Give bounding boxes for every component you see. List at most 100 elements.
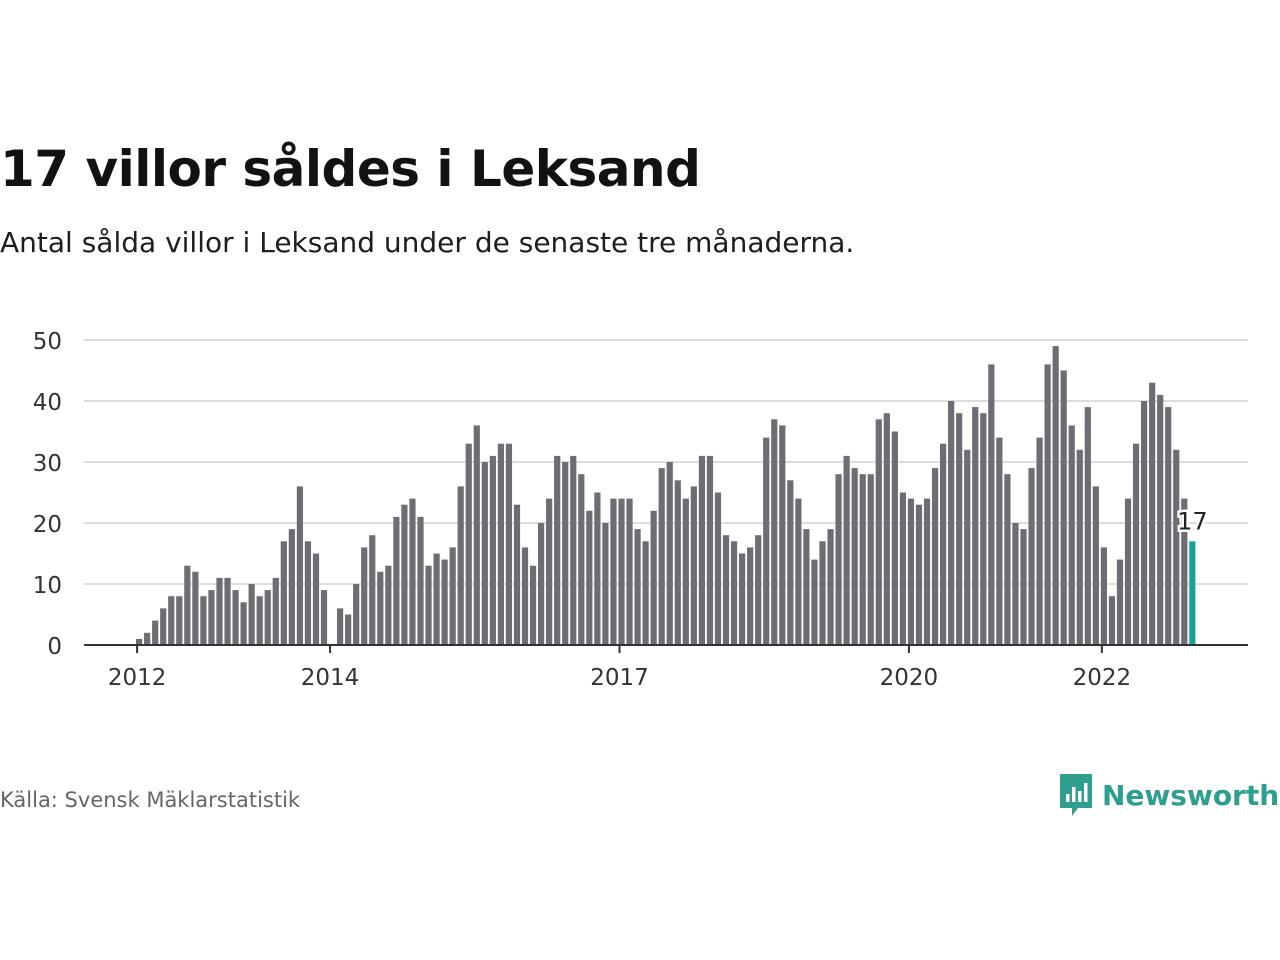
brand-logo[interactable]: Newsworthy — [1058, 772, 1280, 818]
bar — [1157, 394, 1164, 645]
bar — [980, 413, 987, 645]
bar — [505, 443, 513, 645]
bar — [931, 468, 939, 645]
bar — [361, 547, 368, 645]
bar — [755, 535, 762, 645]
bar — [859, 474, 866, 645]
bar — [594, 492, 601, 645]
labels: 0 10 20 30 40 50 2012 2014 2017 2020 2022 17 — [33, 329, 1210, 691]
bar — [176, 596, 183, 645]
y-tick-label: 0 — [47, 634, 62, 660]
bar — [1028, 468, 1035, 645]
bar — [377, 571, 384, 645]
bar — [1165, 407, 1172, 645]
bar — [465, 443, 472, 645]
bar — [529, 565, 537, 645]
bar — [160, 608, 167, 645]
bar — [988, 364, 995, 645]
bar — [409, 498, 416, 645]
bar — [706, 455, 714, 645]
x-tick-label: 2014 — [301, 665, 360, 691]
bar — [1044, 364, 1051, 645]
bar — [449, 547, 456, 645]
bar — [1060, 370, 1067, 645]
bar — [843, 455, 850, 645]
bar — [232, 590, 239, 645]
bar — [658, 468, 665, 645]
bar — [1149, 382, 1156, 645]
bar — [184, 565, 191, 645]
bar — [795, 498, 802, 645]
bar — [192, 571, 199, 645]
bar — [650, 510, 657, 645]
bar — [1052, 346, 1059, 645]
bar — [385, 565, 392, 645]
bar — [304, 541, 312, 645]
y-tick-label: 40 — [33, 390, 62, 416]
y-tick-label: 20 — [33, 512, 62, 538]
bar — [714, 492, 722, 645]
bar — [690, 486, 697, 645]
highlighted-bar — [1189, 541, 1196, 645]
bar — [1020, 529, 1027, 645]
bar — [747, 547, 754, 645]
bar — [586, 510, 593, 645]
bar — [513, 504, 521, 645]
bar — [698, 455, 705, 645]
bar — [1132, 443, 1140, 645]
bar — [1084, 407, 1091, 645]
newsworthy-chart-bubble-icon — [1060, 774, 1092, 816]
bar — [168, 596, 175, 645]
bar — [763, 437, 770, 645]
bar — [811, 559, 818, 645]
bar — [200, 596, 207, 645]
bar — [787, 480, 794, 645]
bar — [875, 419, 882, 645]
bar — [1092, 486, 1099, 645]
bar — [521, 547, 529, 645]
bar — [682, 498, 689, 645]
bar — [473, 425, 480, 645]
bar — [264, 590, 271, 645]
bar — [345, 614, 352, 645]
y-tick-label: 10 — [33, 573, 62, 599]
bar — [248, 584, 255, 645]
bar — [972, 407, 979, 645]
bar — [312, 553, 320, 645]
bar — [216, 577, 223, 645]
bar — [907, 498, 915, 645]
brand-name: Newsworthy — [1102, 778, 1280, 812]
y-tick-label: 30 — [33, 451, 62, 477]
bar — [1004, 474, 1011, 645]
bar — [562, 462, 569, 645]
bar — [827, 529, 834, 645]
x-tick-label: 2020 — [880, 665, 939, 691]
bar — [272, 577, 279, 645]
bar — [353, 584, 360, 645]
bar — [208, 590, 215, 645]
bar — [401, 504, 408, 645]
bar — [1076, 449, 1083, 645]
bar — [803, 529, 810, 645]
bar — [554, 455, 561, 645]
bar — [1100, 547, 1107, 645]
bar — [144, 632, 151, 645]
bar — [497, 443, 504, 645]
bar — [489, 455, 496, 645]
bar — [739, 553, 746, 645]
bar — [1173, 449, 1180, 645]
bar — [642, 541, 649, 645]
bar — [1116, 559, 1124, 645]
x-tick-label: 2022 — [1073, 665, 1132, 691]
chart-title: 17 villor såldes i Leksand — [0, 140, 701, 198]
bar — [1012, 523, 1019, 645]
bar — [1141, 401, 1148, 645]
bar — [393, 516, 400, 645]
bar — [152, 620, 159, 645]
x-tick-label: 2012 — [108, 665, 167, 691]
x-tick-label: 2017 — [590, 665, 649, 691]
highlight-data-label: 17 — [1177, 507, 1208, 535]
y-tick-label: 50 — [33, 329, 62, 355]
bar — [835, 474, 842, 645]
bar — [288, 529, 295, 645]
